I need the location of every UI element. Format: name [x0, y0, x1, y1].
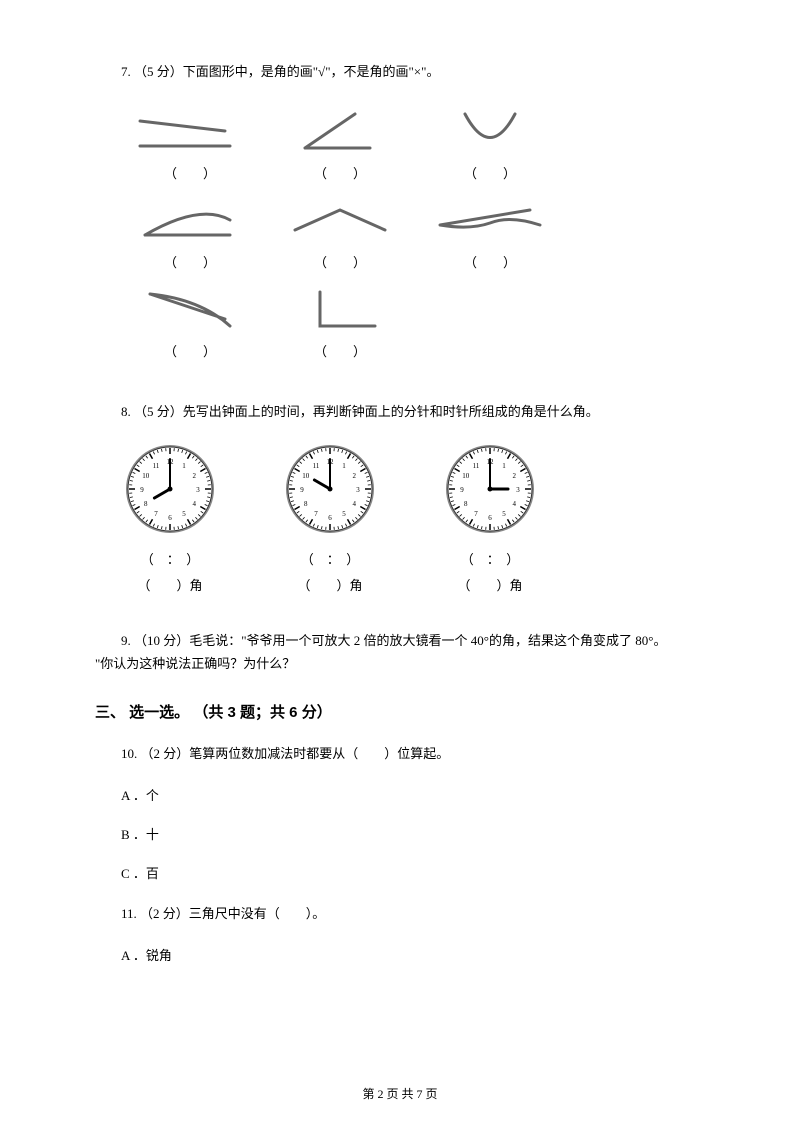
svg-text:7: 7 — [474, 510, 478, 518]
shape-3: （ ） — [415, 103, 565, 182]
clock-3: 123456789101112 （ ： ） （ ）角 — [445, 444, 535, 599]
question-8: 8. （5 分）先写出钟面上的时间，再判断钟面上的分针和时针所组成的角是什么角。 — [95, 400, 705, 423]
shape-4: （ ） — [115, 192, 265, 271]
shape-8: （ ） — [265, 281, 415, 360]
blank: （ ） — [415, 163, 565, 182]
svg-text:5: 5 — [342, 510, 346, 518]
svg-text:4: 4 — [352, 500, 356, 508]
section-3-header: 三、 选一选。 （共 3 题；共 6 分） — [95, 701, 705, 722]
question-9: 9. （10 分）毛毛说："爷爷用一个可放大 2 倍的放大镜看一个 40°的角，… — [95, 629, 705, 676]
svg-text:1: 1 — [342, 462, 346, 470]
svg-text:1: 1 — [182, 462, 186, 470]
svg-text:6: 6 — [168, 514, 172, 522]
q9-line2: "你认为这种说法正确吗？为什么？ — [95, 652, 705, 675]
svg-text:6: 6 — [488, 514, 492, 522]
svg-text:5: 5 — [182, 510, 186, 518]
question-7: 7. （5 分）下面图形中，是角的画"√"，不是角的画"×"。 — [95, 60, 705, 83]
svg-text:3: 3 — [356, 486, 360, 494]
svg-text:8: 8 — [304, 500, 308, 508]
svg-text:9: 9 — [300, 486, 304, 494]
svg-text:5: 5 — [502, 510, 506, 518]
svg-text:7: 7 — [314, 510, 318, 518]
question-10: 10. （2 分）笔算两位数加减法时都要从（ ）位算起。 — [95, 742, 705, 765]
page-footer: 第 2 页 共 7 页 — [0, 1085, 800, 1102]
blank: （ ） — [265, 163, 415, 182]
shape-2: （ ） — [265, 103, 415, 182]
svg-text:4: 4 — [192, 500, 196, 508]
shape-1: （ ） — [115, 103, 265, 182]
svg-text:9: 9 — [460, 486, 464, 494]
shape-7: （ ） — [115, 281, 265, 360]
svg-text:2: 2 — [192, 472, 196, 480]
svg-text:2: 2 — [512, 472, 516, 480]
svg-text:11: 11 — [473, 462, 480, 470]
clock-2: 123456789101112 （ ： ） （ ）角 — [285, 444, 375, 599]
q11-opt-a: A ．锐角 — [95, 945, 705, 964]
svg-text:11: 11 — [313, 462, 320, 470]
time-blank: （ ： ） — [125, 547, 215, 573]
blank: （ ） — [115, 341, 265, 360]
blank: （ ） — [115, 252, 265, 271]
blank: （ ） — [265, 341, 415, 360]
svg-text:8: 8 — [144, 500, 148, 508]
clock-1: 123456789101112 （ ： ） （ ）角 — [125, 444, 215, 599]
svg-text:3: 3 — [516, 486, 520, 494]
svg-text:3: 3 — [196, 486, 200, 494]
blank: （ ） — [265, 252, 415, 271]
time-blank: （ ： ） — [445, 547, 535, 573]
svg-text:10: 10 — [142, 472, 150, 480]
shapes-grid: （ ） （ ） （ ） （ ） （ ） （ ） （ ） （ ） — [95, 103, 705, 370]
shape-6: （ ） — [415, 192, 565, 271]
svg-text:7: 7 — [154, 510, 158, 518]
svg-text:11: 11 — [153, 462, 160, 470]
blank: （ ） — [115, 163, 265, 182]
clocks-row: 123456789101112 （ ： ） （ ）角 1234567891011… — [125, 444, 705, 599]
svg-text:10: 10 — [462, 472, 470, 480]
q10-opt-c: C ．百 — [95, 863, 705, 882]
angle-blank: （ ）角 — [285, 573, 375, 599]
svg-text:2: 2 — [352, 472, 356, 480]
svg-text:6: 6 — [328, 514, 332, 522]
q9-line1: 9. （10 分）毛毛说："爷爷用一个可放大 2 倍的放大镜看一个 40°的角，… — [95, 629, 705, 652]
shape-5: （ ） — [265, 192, 415, 271]
svg-text:8: 8 — [464, 500, 468, 508]
svg-text:10: 10 — [302, 472, 310, 480]
svg-text:4: 4 — [512, 500, 516, 508]
svg-text:1: 1 — [502, 462, 506, 470]
time-blank: （ ： ） — [285, 547, 375, 573]
question-11: 11. （2 分）三角尺中没有（ ）。 — [95, 902, 705, 925]
q10-opt-b: B ．十 — [95, 824, 705, 843]
angle-blank: （ ）角 — [445, 573, 535, 599]
svg-text:9: 9 — [140, 486, 144, 494]
blank: （ ） — [415, 252, 565, 271]
q10-opt-a: A ．个 — [95, 785, 705, 804]
angle-blank: （ ）角 — [125, 573, 215, 599]
